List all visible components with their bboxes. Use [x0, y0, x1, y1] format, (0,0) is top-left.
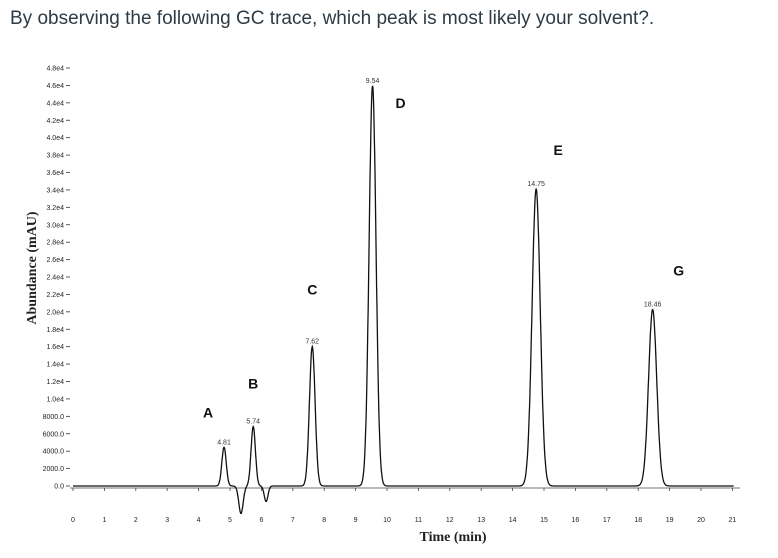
- y-tick-label: 1.8e4: [46, 327, 64, 334]
- y-tick-label: 4000.0: [43, 449, 65, 456]
- x-tick-label: 15: [540, 517, 548, 524]
- y-axis: 0.0 2000.0 4000.0 6000.0 8000.0 1.0e4 1.2e4 1.4…: [43, 66, 70, 491]
- x-tick-label: 1: [102, 517, 106, 524]
- y-tick-label: 3.2e4: [46, 205, 64, 212]
- y-tick-label: 2.6e4: [46, 257, 64, 264]
- y-tick-label: 3.6e4: [46, 170, 64, 177]
- x-tick-label: 7: [291, 517, 295, 524]
- x-tick-label: 9: [354, 517, 358, 524]
- y-tick-label: 4.0e4: [46, 135, 64, 142]
- peak-letter: D: [395, 95, 405, 111]
- y-tick-label: 2.0e4: [46, 309, 64, 316]
- x-tick-label: 17: [603, 517, 611, 524]
- y-tick-label: 4.4e4: [46, 100, 64, 107]
- y-tick-label: 4.8e4: [46, 66, 64, 73]
- y-tick-label: 2000.0: [43, 466, 65, 473]
- y-tick-label: 1.4e4: [46, 362, 64, 369]
- x-tick-label: 3: [165, 517, 169, 524]
- y-tick-label: 2.4e4: [46, 275, 64, 282]
- y-tick-label: 8000.0: [43, 414, 65, 421]
- x-tick-label: 6: [259, 517, 263, 524]
- y-tick-label: 6000.0: [43, 431, 65, 438]
- y-tick-label: 4.6e4: [46, 83, 64, 90]
- question-text: By observing the following GC trace, whi…: [10, 8, 655, 29]
- y-tick-label: 1.2e4: [46, 379, 64, 386]
- x-tick-label: 5: [228, 517, 232, 524]
- peak-retention-time: 5.74: [246, 419, 260, 426]
- y-tick-label: 4.2e4: [46, 118, 64, 125]
- x-tick-label: 10: [383, 517, 391, 524]
- peak-letter: B: [248, 376, 258, 392]
- x-tick-label: 14: [509, 517, 517, 524]
- peak-letter: C: [307, 282, 317, 298]
- y-tick-label: 3.8e4: [46, 153, 64, 160]
- y-tick-label: 3.4e4: [46, 187, 64, 194]
- x-tick-label: 12: [446, 517, 454, 524]
- y-tick-label: 1.6e4: [46, 344, 64, 351]
- y-tick-label: 2.8e4: [46, 240, 64, 247]
- peak-labels: 4.81 A 5.74 B 7.62 C 9.54 D 14.75 E 18.46 G: [203, 78, 684, 446]
- x-tick-label: 2: [134, 517, 138, 524]
- x-tick-label: 4: [197, 517, 201, 524]
- x-tick-label: 19: [666, 517, 674, 524]
- y-tick-label: 1.0e4: [46, 396, 64, 403]
- peak-retention-time: 7.62: [305, 339, 319, 346]
- peak-retention-time: 14.75: [527, 181, 545, 188]
- x-tick-label: 16: [572, 517, 580, 524]
- peak-retention-time: 4.81: [217, 439, 231, 446]
- x-tick-label: 18: [634, 517, 642, 524]
- x-tick-label: 8: [322, 517, 326, 524]
- peak-letter: G: [673, 263, 684, 279]
- y-tick-label: 2.2e4: [46, 292, 64, 299]
- peak-retention-time: 9.54: [366, 78, 380, 85]
- x-tick-label: 11: [415, 517, 422, 524]
- x-tick-label: 13: [477, 517, 485, 524]
- peak-letter: A: [203, 404, 213, 420]
- chromatogram-trace: [73, 85, 734, 515]
- peak-letter: E: [553, 142, 562, 158]
- y-axis-label: Abundance (mAU): [25, 211, 40, 325]
- x-tick-label: 0: [71, 517, 75, 524]
- x-axis-label: Time (min): [419, 530, 486, 545]
- peak-retention-time: 18.46: [644, 302, 662, 309]
- x-tick-label: 20: [697, 517, 705, 524]
- y-tick-label: 3.0e4: [46, 222, 64, 229]
- y-tick-label: 0.0: [54, 484, 64, 491]
- x-axis: 0 1 2 3 4 5 6 7 8 9 10 11 12 13 14 15 16 17 18 19 20 21: [70, 487, 740, 524]
- x-tick-label: 21: [729, 517, 737, 524]
